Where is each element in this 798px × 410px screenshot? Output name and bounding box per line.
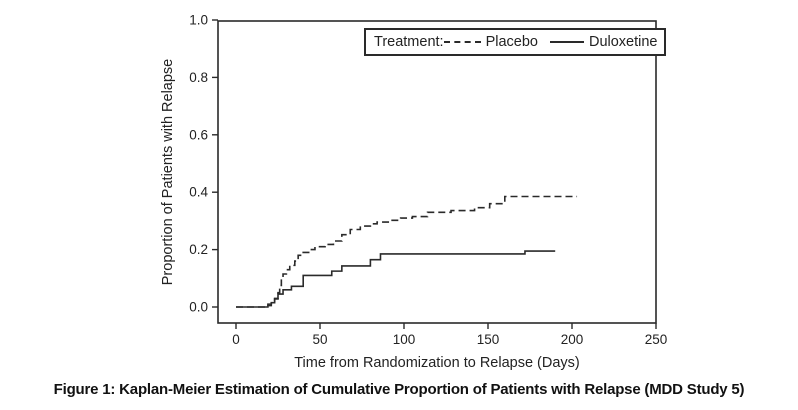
y-tick-label: 0.2 [189, 242, 208, 257]
plot-frame [217, 20, 657, 324]
x-tick-label: 100 [393, 332, 416, 347]
y-axis-label: Proportion of Patients with Relapse [160, 59, 176, 286]
figure-caption: Figure 1: Kaplan-Meier Estimation of Cum… [53, 381, 745, 398]
y-tick-label: 0.6 [189, 127, 208, 142]
duloxetine-curve [236, 250, 556, 308]
y-tick-label: 0.8 [189, 70, 208, 85]
legend-label-placebo: Placebo [485, 34, 538, 50]
duloxetine-solid-line-sample [549, 41, 584, 43]
y-tick-label: 0.0 [189, 300, 208, 315]
x-tick-label: 150 [477, 332, 500, 347]
km-plot: 0 50 100 150 200 250 0.0 0.2 0.4 0.6 0.8 1.0 Time fr… [160, 13, 668, 372]
legend-label-duloxetine: Duloxetine [588, 34, 658, 50]
x-tick-label: 200 [561, 332, 584, 347]
y-tick-label: 1.0 [189, 13, 208, 28]
y-tick-label: 0.4 [189, 185, 208, 200]
x-tick-label: 0 [232, 332, 240, 347]
x-tick-label: 50 [312, 332, 327, 347]
x-tick-label: 250 [645, 332, 668, 347]
legend-title: Treatment: [374, 34, 444, 50]
placebo-curve [236, 195, 578, 308]
chart-legend: Treatment: Placebo Duloxetine [364, 28, 666, 56]
placebo-dashed-line-sample [443, 41, 481, 43]
x-axis-label: Time from Randomization to Relapse (Days… [294, 355, 580, 371]
